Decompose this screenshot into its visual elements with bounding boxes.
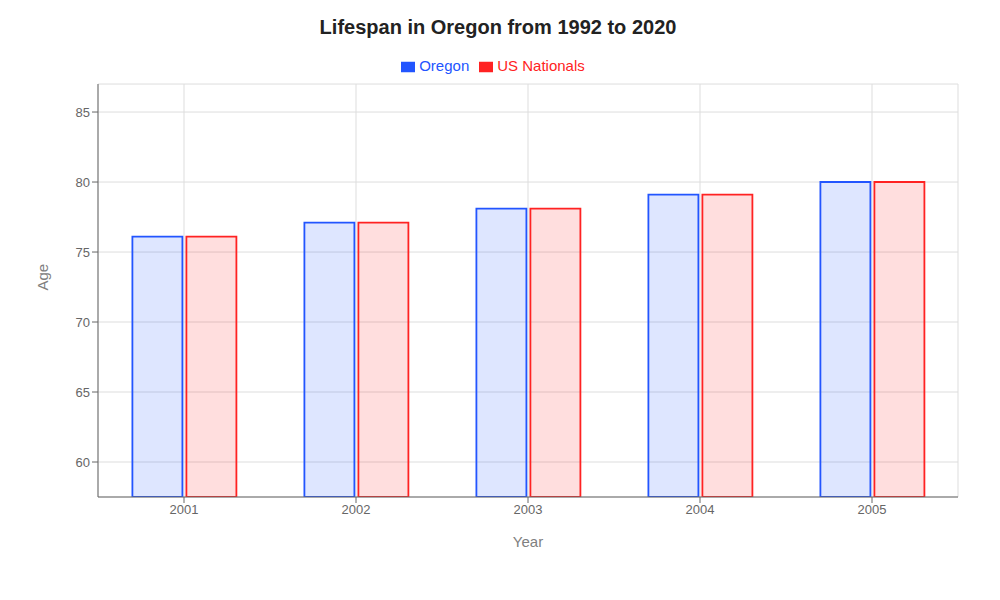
- html-text:Lifespan in Oregon from 1992 t: Lifespan in Oregon from 1992 to 2020: [319, 16, 677, 38]
- svg-text:65: 65: [76, 385, 90, 400]
- html-text:US Nationals: US Nationals: [497, 57, 585, 74]
- svg-text:2005: 2005: [858, 502, 887, 517]
- svg-text:2001: 2001: [170, 502, 199, 517]
- svg-text:Age: Age: [34, 264, 51, 291]
- svg-text:75: 75: [76, 245, 90, 260]
- svg-text:2002: 2002: [342, 502, 371, 517]
- svg-text:Year: Year: [513, 533, 543, 550]
- html-text:Oregon: Oregon: [419, 57, 470, 74]
- svg-text:85: 85: [76, 105, 90, 120]
- svg-text:60: 60: [76, 455, 90, 470]
- svg-text:70: 70: [76, 315, 90, 330]
- svg-text:2004: 2004: [686, 502, 715, 517]
- svg-text:80: 80: [76, 175, 90, 190]
- svg-text:2003: 2003: [514, 502, 543, 517]
